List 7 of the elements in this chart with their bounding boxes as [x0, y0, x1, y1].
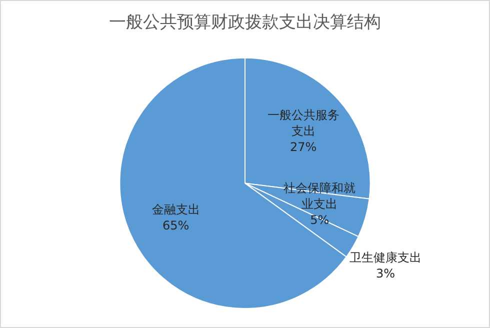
slice-label: 一般公共服务支出	[267, 108, 340, 138]
data-label: 3%	[376, 266, 396, 280]
slice-label: 金融支出	[152, 202, 200, 217]
slice-label: 卫生健康支出	[350, 250, 422, 264]
data-label: 27%	[290, 140, 317, 154]
data-label: 65%	[162, 218, 190, 233]
chart-title: 一般公共预算财政拨款支出决算结构	[109, 12, 381, 33]
